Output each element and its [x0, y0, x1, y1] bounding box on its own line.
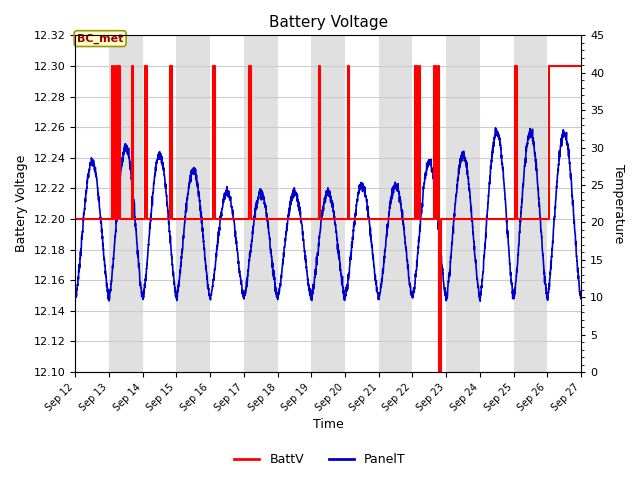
Y-axis label: Temperature: Temperature — [612, 164, 625, 243]
Title: Battery Voltage: Battery Voltage — [269, 15, 388, 30]
Y-axis label: Battery Voltage: Battery Voltage — [15, 155, 28, 252]
Bar — [311, 36, 345, 372]
Bar — [244, 36, 278, 372]
Text: BC_met: BC_met — [77, 34, 124, 44]
X-axis label: Time: Time — [313, 419, 344, 432]
Bar — [379, 36, 412, 372]
Legend: BattV, PanelT: BattV, PanelT — [229, 448, 411, 471]
Bar — [446, 36, 480, 372]
Bar — [513, 36, 547, 372]
Bar — [109, 36, 143, 372]
Bar — [177, 36, 210, 372]
